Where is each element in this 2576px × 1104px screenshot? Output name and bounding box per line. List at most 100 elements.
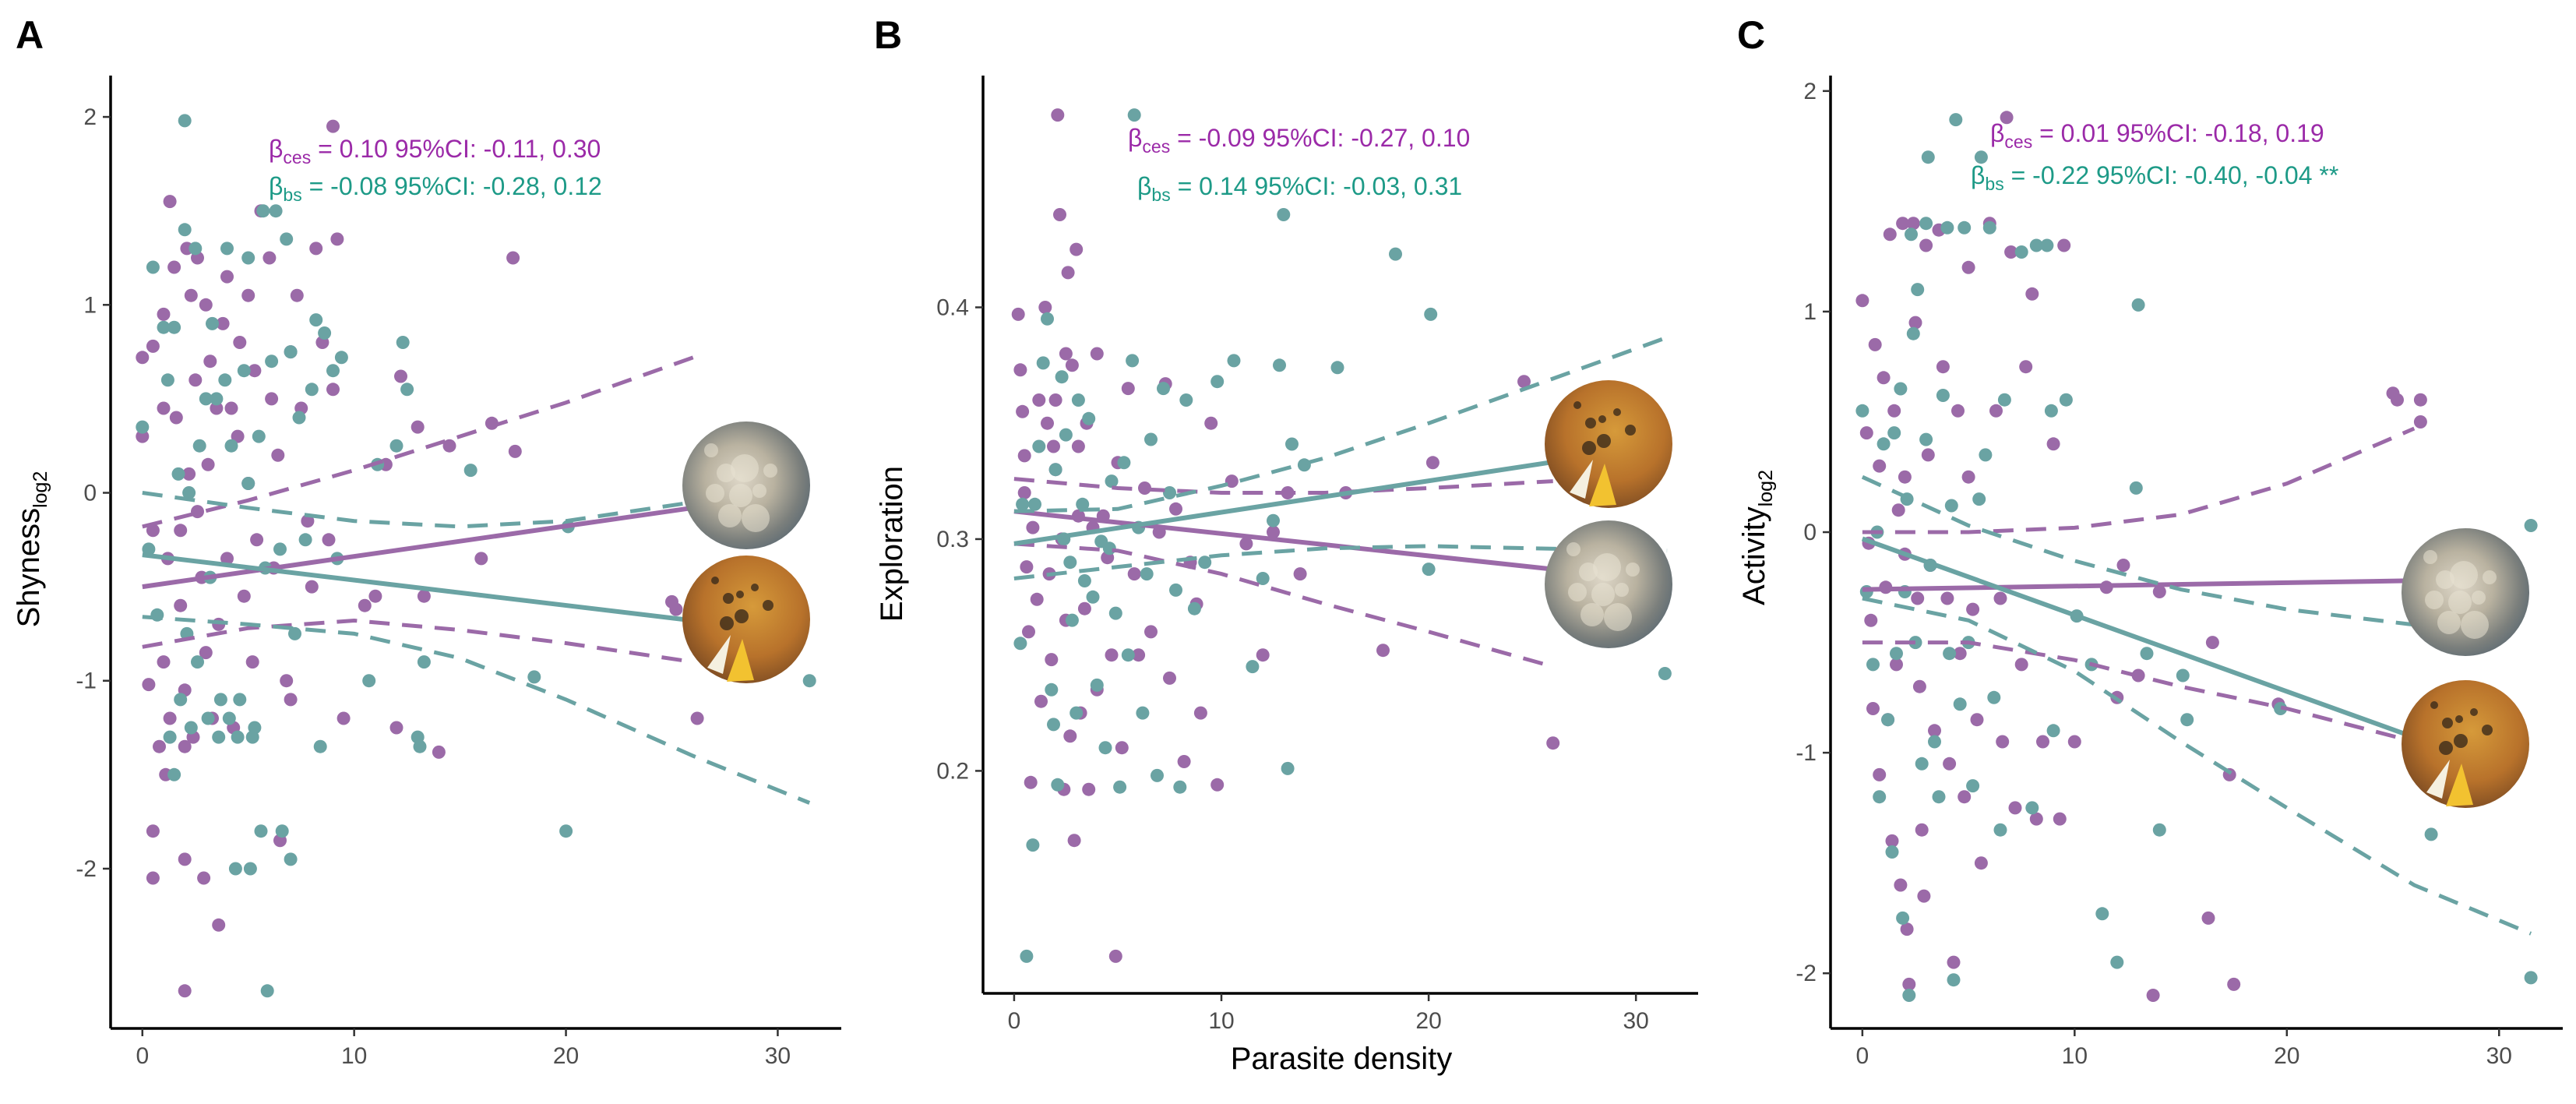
point-ces [178,984,192,998]
x-tick-label: 0 [136,1043,149,1069]
point-bs [305,383,319,397]
point-bs [1151,768,1164,782]
point-ces [1940,591,1954,605]
point-bs [1041,312,1054,326]
point-bs [1136,706,1150,720]
point-ces [271,448,285,462]
x-tick-label: 10 [1208,1008,1234,1034]
ci-and-fit-lines-b [1013,335,1668,669]
point-ces [220,270,234,284]
point-ces [1859,426,1873,440]
point-ces [1053,208,1066,221]
point-ces [191,505,204,519]
point-ces [326,383,340,397]
point-ces [146,824,160,838]
point-bs [1179,393,1193,407]
point-ces [1883,228,1897,242]
fit-line-bs [1013,453,1595,546]
point-ces [305,580,319,594]
point-bs [1919,432,1933,446]
point-ces [265,392,279,406]
point-bs [201,711,215,725]
point-ces [2000,111,2014,125]
point-bs [2524,519,2538,532]
point-ces [184,288,198,302]
bs-photo-icon [682,556,810,683]
point-bs [2025,801,2039,815]
point-bs [174,693,188,707]
point-ces [290,288,304,302]
point-bs [1424,307,1438,321]
point-bs [413,739,427,753]
point-bs [1855,404,1869,418]
point-bs [1048,463,1062,477]
ci-upper-ces [142,355,694,529]
point-bs [265,354,279,369]
point-ces [2201,911,2215,925]
point-bs [210,392,224,406]
point-ces [157,655,171,669]
point-ces [1873,767,1887,781]
point-bs [212,730,226,744]
point-bs [318,326,332,340]
point-bs [1887,426,1901,440]
point-ces [1376,644,1390,658]
point-bs [1936,389,1950,402]
point-bs [1932,790,1946,804]
point-bs [1943,647,1957,661]
point-bs [1090,678,1104,692]
point-ces [1911,591,1925,605]
stat-ces-a: βces = 0.10 95%CI: -0.11, 0.30 [269,135,601,168]
point-ces [1958,790,1972,804]
point-ces [1900,922,1914,936]
point-bs [1144,432,1158,446]
point-ces [1989,404,2003,418]
point-bs [260,984,274,998]
stat-bs-c: βbs = -0.22 95%CI: -0.40, -0.04 ** [1971,161,2338,194]
point-bs [213,693,227,707]
point-bs [1894,382,1908,396]
point-ces [1127,567,1141,581]
point-ces [309,242,323,256]
point-ces [241,288,255,302]
point-ces [1026,520,1040,534]
point-ces [508,444,522,458]
panel-label-a: A [16,13,44,57]
point-bs [254,824,268,838]
point-bs [2176,668,2190,683]
point-ces [1163,671,1176,685]
point-ces [1115,741,1129,755]
point-bs [1330,361,1344,375]
point-bs [1065,613,1079,627]
point-ces [1041,416,1054,430]
ci-and-fit-lines-a [142,355,811,805]
point-ces [146,524,160,538]
point-bs [1997,393,2011,407]
fit-line-ces [1862,578,2415,592]
x-axis-title: Parasite density [1231,1042,1453,1076]
point-ces [1947,955,1961,969]
point-bs [1993,823,2007,837]
point-ces [201,457,215,471]
point-ces [330,232,344,246]
panel-b: B Exploration Parasite density 0 10 20 30 0.… [874,13,1698,1076]
point-bs [1020,949,1034,963]
x-tick-label: 0 [1008,1008,1021,1034]
point-ces [2014,658,2028,672]
point-bs [2129,481,2143,495]
point-ces [2053,812,2067,826]
point-ces [237,589,251,603]
y-axis-title-a: Shynesslog2 [12,471,51,628]
point-bs [273,542,287,556]
stat-ces-b: βces = -0.09 95%CI: -0.27, 0.10 [1128,124,1470,157]
panel-a: A Shynesslog2 0 10 20 30 -2 -1 0 1 2 βces = 0.10… [12,13,841,1069]
point-bs [1086,590,1100,604]
ci-upper-bs [142,491,694,529]
point-bs [189,242,203,256]
y-tick-label: 0 [83,481,97,506]
bs-photo-icon [1545,380,1672,508]
point-ces [263,251,277,265]
ces-photo-icon [2402,528,2529,656]
point-bs [1126,354,1140,368]
